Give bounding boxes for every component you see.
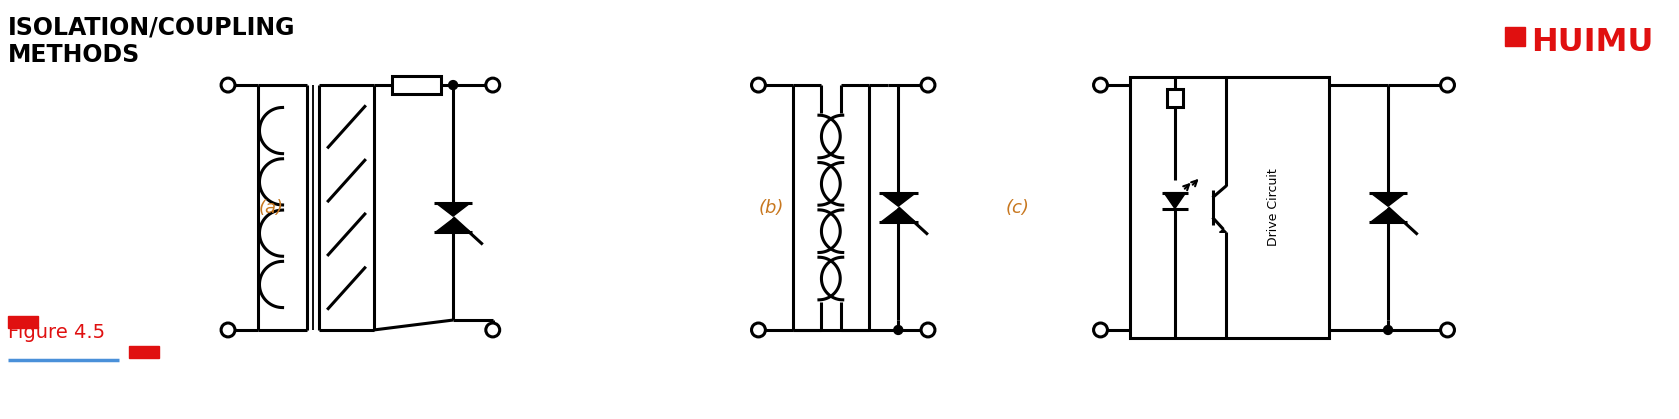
Text: (b): (b) <box>759 199 784 217</box>
Text: (c): (c) <box>1006 199 1029 217</box>
Bar <box>129 346 158 358</box>
Text: (a): (a) <box>259 199 284 217</box>
Bar <box>1130 77 1328 338</box>
Polygon shape <box>881 193 915 206</box>
Text: ISOLATION/COUPLING
METHODS: ISOLATION/COUPLING METHODS <box>8 16 296 67</box>
Circle shape <box>1093 323 1108 337</box>
Circle shape <box>1441 78 1454 92</box>
Bar <box>1167 89 1182 107</box>
Text: Figure 4.5: Figure 4.5 <box>8 323 106 342</box>
Polygon shape <box>1219 229 1226 232</box>
Circle shape <box>752 78 766 92</box>
Polygon shape <box>1372 209 1405 222</box>
Circle shape <box>752 323 766 337</box>
Circle shape <box>1093 78 1108 92</box>
Polygon shape <box>1164 193 1185 209</box>
Circle shape <box>485 78 500 92</box>
Polygon shape <box>1372 193 1405 206</box>
Circle shape <box>1383 326 1392 334</box>
Text: Drive Circuit: Drive Circuit <box>1266 168 1279 246</box>
Circle shape <box>922 78 935 92</box>
Circle shape <box>222 78 235 92</box>
Polygon shape <box>437 203 470 216</box>
Circle shape <box>485 323 500 337</box>
Circle shape <box>448 80 458 90</box>
Bar <box>8 316 37 328</box>
Polygon shape <box>881 209 915 222</box>
Text: HUIMU: HUIMU <box>1531 26 1654 57</box>
Circle shape <box>893 326 903 334</box>
Circle shape <box>922 323 935 337</box>
Polygon shape <box>437 219 470 232</box>
Bar <box>391 76 442 94</box>
Circle shape <box>222 323 235 337</box>
Circle shape <box>1441 323 1454 337</box>
Bar <box>1504 26 1525 47</box>
